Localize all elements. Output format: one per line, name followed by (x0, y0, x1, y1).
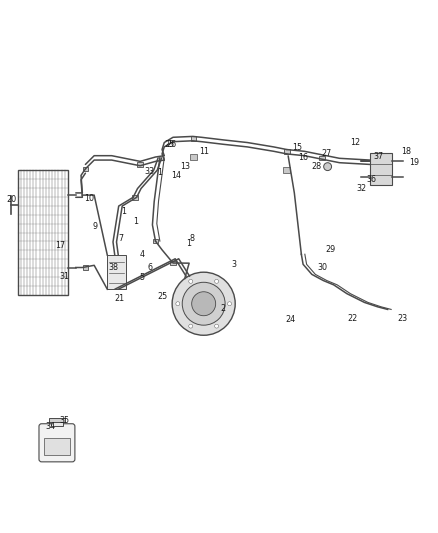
Text: 1: 1 (121, 207, 126, 216)
Text: 3: 3 (232, 260, 237, 269)
Circle shape (324, 163, 332, 171)
Text: 1: 1 (133, 217, 138, 227)
Text: 10: 10 (84, 194, 94, 203)
Circle shape (189, 324, 193, 328)
Text: 25: 25 (165, 140, 175, 149)
Text: 6: 6 (147, 263, 152, 272)
Circle shape (215, 279, 219, 284)
Text: 29: 29 (325, 245, 336, 254)
Bar (170, 261, 176, 265)
Text: 20: 20 (6, 196, 16, 205)
Circle shape (182, 282, 225, 325)
Bar (190, 154, 197, 160)
Circle shape (192, 292, 215, 316)
Text: 19: 19 (409, 158, 419, 167)
Bar (132, 195, 138, 199)
Text: 13: 13 (180, 162, 190, 171)
Text: 33: 33 (145, 166, 155, 175)
Text: 1: 1 (186, 239, 191, 248)
Circle shape (189, 279, 193, 284)
Bar (18, 170, 68, 295)
Text: 4: 4 (140, 250, 145, 259)
Text: 34: 34 (46, 422, 55, 431)
Circle shape (176, 302, 180, 306)
Text: 38: 38 (108, 263, 118, 272)
Text: 15: 15 (292, 143, 302, 152)
Bar (283, 167, 290, 173)
Text: 22: 22 (347, 314, 358, 322)
Circle shape (228, 302, 232, 306)
Text: 23: 23 (397, 314, 407, 322)
Bar (44, 438, 70, 455)
Text: 30: 30 (317, 263, 327, 272)
Bar (191, 136, 196, 141)
Text: 37: 37 (374, 151, 384, 160)
Text: 28: 28 (311, 162, 321, 171)
Text: 14: 14 (171, 171, 181, 180)
Text: 8: 8 (189, 233, 194, 243)
Text: 21: 21 (114, 294, 124, 303)
Bar (50, 422, 64, 426)
Text: 16: 16 (298, 154, 308, 163)
Text: 2: 2 (221, 304, 226, 313)
Text: 36: 36 (367, 175, 376, 184)
Text: 32: 32 (356, 184, 367, 193)
Bar (82, 166, 88, 171)
FancyBboxPatch shape (39, 424, 75, 462)
Text: 9: 9 (93, 222, 98, 231)
Text: 5: 5 (140, 273, 145, 282)
Circle shape (172, 272, 235, 335)
Bar (152, 239, 159, 244)
Bar (370, 152, 392, 185)
Text: 1: 1 (157, 168, 162, 177)
Bar (82, 265, 88, 270)
Text: 26: 26 (166, 140, 177, 149)
Bar (284, 149, 290, 154)
Text: 12: 12 (350, 139, 361, 148)
Bar (49, 418, 65, 422)
Text: 24: 24 (285, 316, 295, 325)
Text: 17: 17 (55, 241, 66, 250)
Bar (137, 162, 143, 167)
Text: 35: 35 (60, 416, 70, 425)
Text: 18: 18 (402, 147, 411, 156)
Circle shape (215, 324, 219, 328)
Text: 31: 31 (60, 272, 70, 281)
Text: 7: 7 (119, 233, 124, 243)
Text: 25: 25 (158, 292, 168, 301)
Text: 27: 27 (321, 149, 332, 158)
Bar (319, 156, 325, 160)
Text: 11: 11 (199, 147, 208, 156)
Bar (107, 255, 126, 289)
